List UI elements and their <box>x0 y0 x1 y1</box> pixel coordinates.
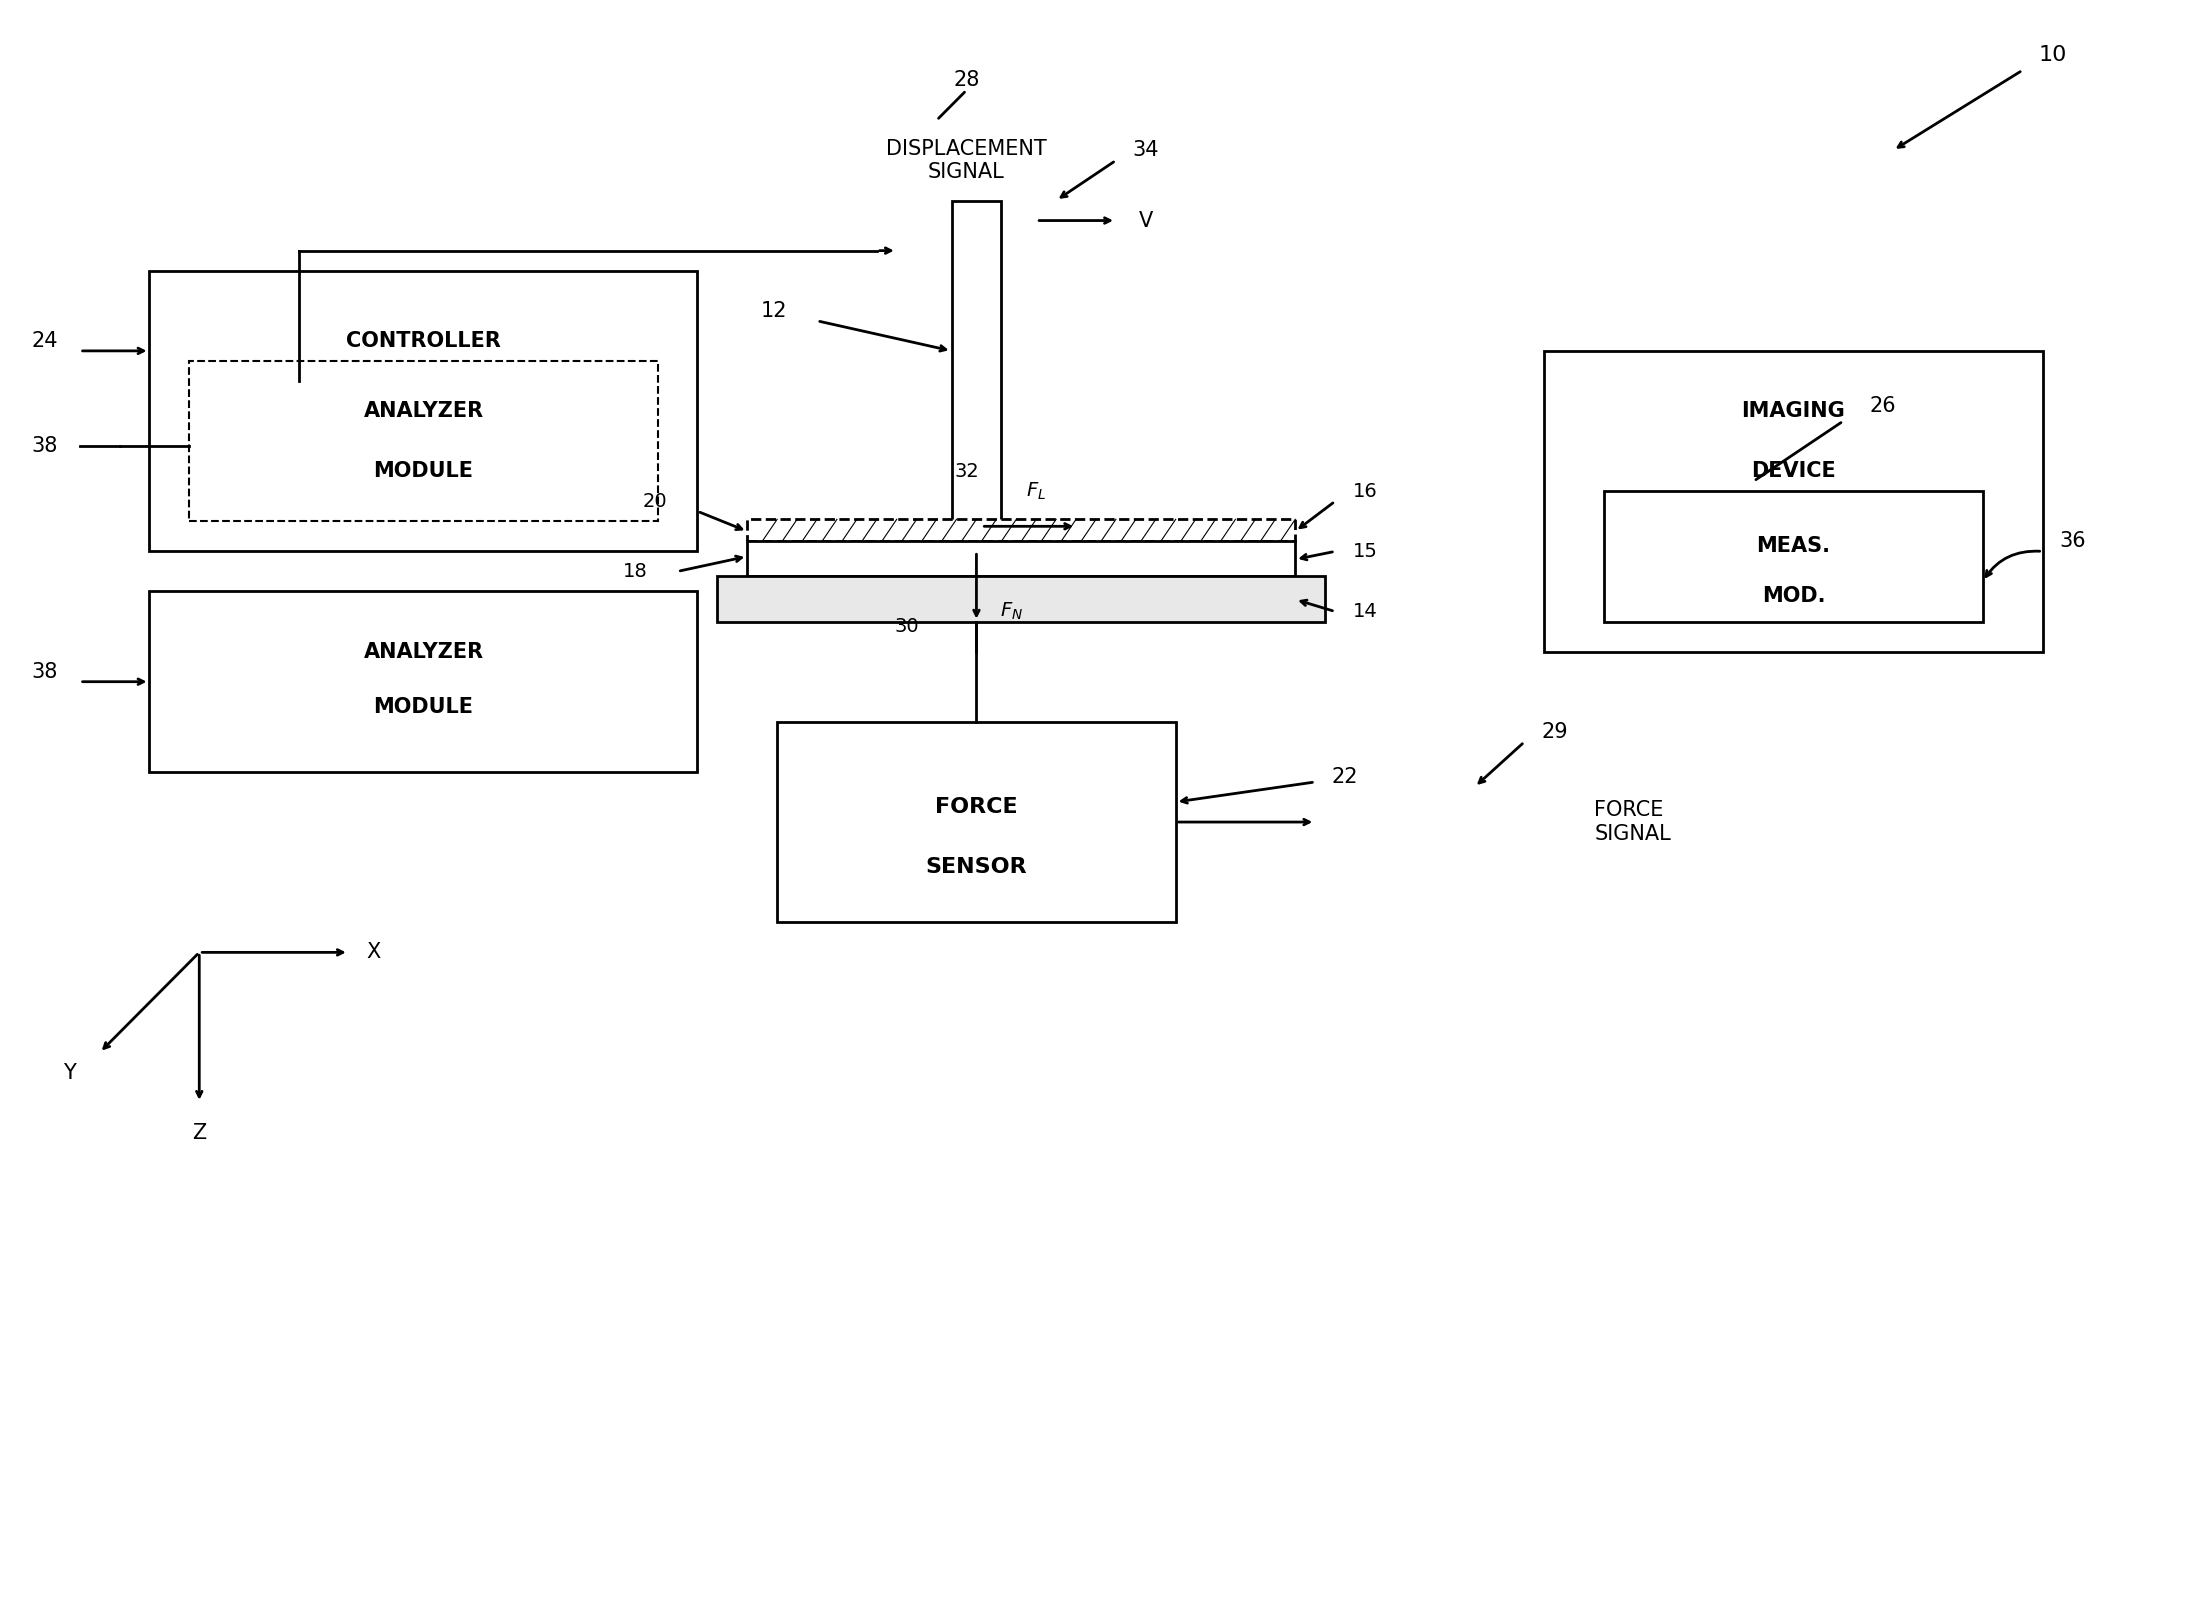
Text: $F_L$: $F_L$ <box>1026 481 1046 502</box>
Text: 12: 12 <box>761 302 787 321</box>
Bar <box>149 592 697 772</box>
Text: Y: Y <box>64 1063 77 1083</box>
Bar <box>149 271 697 552</box>
Text: IMAGING: IMAGING <box>1743 401 1846 420</box>
Bar <box>951 200 1002 521</box>
Text: 24: 24 <box>31 330 57 351</box>
Text: MEAS.: MEAS. <box>1756 536 1830 557</box>
Text: 16: 16 <box>1352 481 1377 500</box>
Text: 32: 32 <box>954 462 980 481</box>
Text: FORCE: FORCE <box>936 797 1017 816</box>
Text: 38: 38 <box>31 662 57 682</box>
Text: DEVICE: DEVICE <box>1751 462 1837 481</box>
Text: 38: 38 <box>31 436 57 456</box>
Text: $F_N$: $F_N$ <box>1000 602 1024 622</box>
Text: 26: 26 <box>1870 396 1896 415</box>
Text: X: X <box>366 943 381 962</box>
Text: 34: 34 <box>1133 141 1160 160</box>
Text: CONTROLLER: CONTROLLER <box>346 330 502 351</box>
Text: Z: Z <box>193 1123 206 1142</box>
Text: 29: 29 <box>1541 722 1567 741</box>
Text: 20: 20 <box>642 492 669 510</box>
Text: MODULE: MODULE <box>373 462 473 481</box>
Bar <box>717 576 1326 621</box>
Text: 15: 15 <box>1352 542 1377 561</box>
Text: FORCE
SIGNAL: FORCE SIGNAL <box>1594 800 1670 844</box>
Text: 18: 18 <box>623 561 647 581</box>
Text: 36: 36 <box>2058 531 2087 552</box>
Bar <box>189 361 658 521</box>
Text: DISPLACEMENT
SIGNAL: DISPLACEMENT SIGNAL <box>886 140 1048 181</box>
Text: MOD.: MOD. <box>1762 587 1826 606</box>
Text: 22: 22 <box>1333 767 1359 788</box>
Bar <box>1605 491 1984 621</box>
Bar <box>1545 351 2043 651</box>
Text: 10: 10 <box>2039 45 2067 66</box>
Text: V: V <box>1138 210 1153 231</box>
Text: 14: 14 <box>1352 602 1377 621</box>
Text: 30: 30 <box>894 618 918 637</box>
Text: ANALYZER: ANALYZER <box>364 642 484 661</box>
Text: MODULE: MODULE <box>373 696 473 717</box>
Text: 28: 28 <box>954 71 980 90</box>
Text: ANALYZER: ANALYZER <box>364 401 484 420</box>
Bar <box>778 722 1175 922</box>
Bar <box>747 520 1295 542</box>
Text: SENSOR: SENSOR <box>925 857 1028 877</box>
Bar <box>747 542 1295 576</box>
